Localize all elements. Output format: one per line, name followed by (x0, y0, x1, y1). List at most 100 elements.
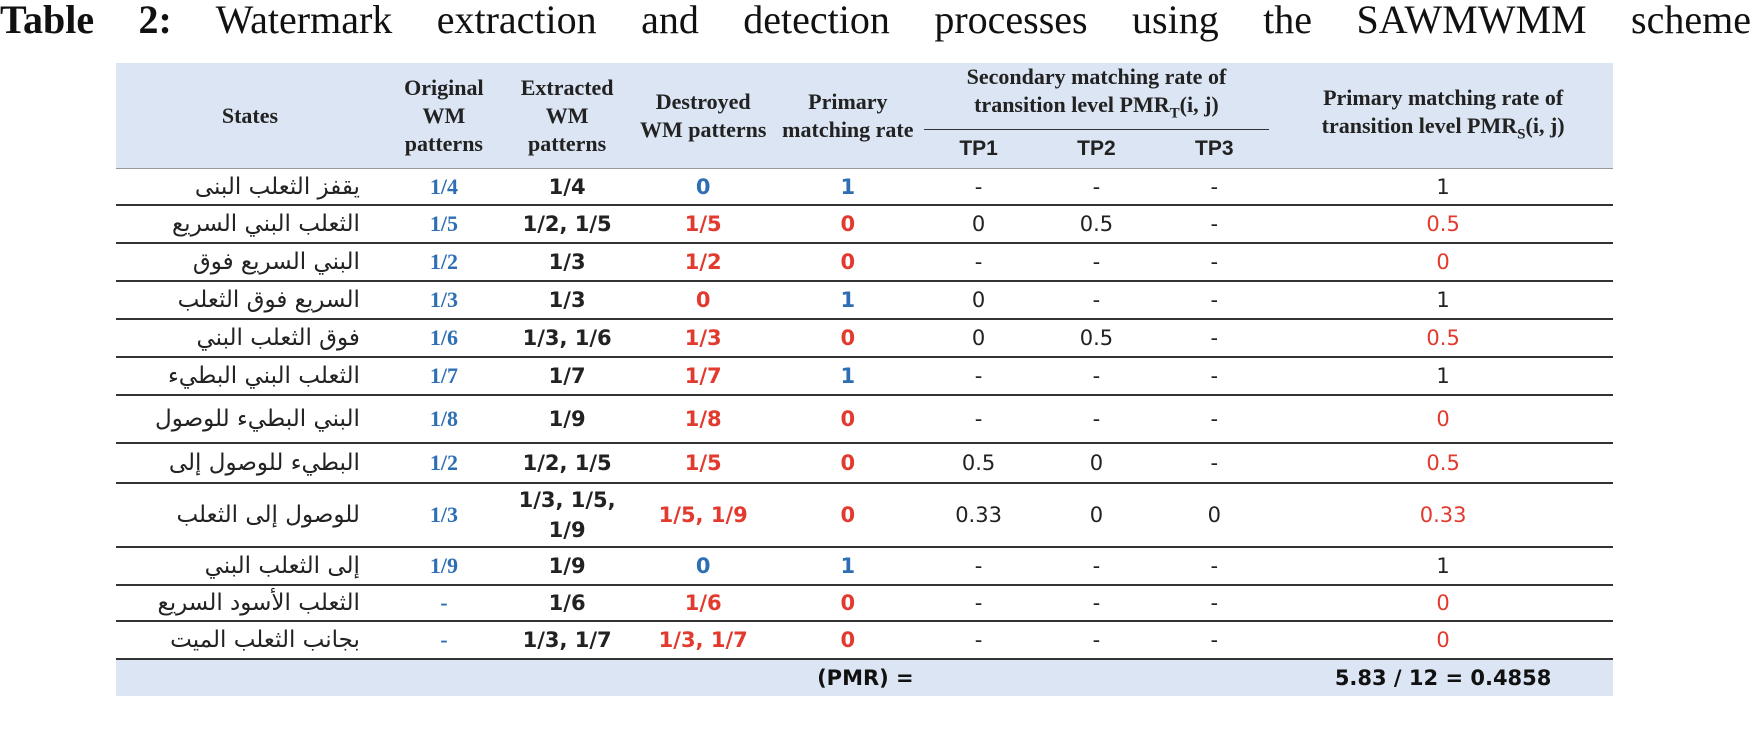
caption-label: Table 2: (0, 0, 172, 42)
destroyed-cell: 1/3, 1/7 (630, 619, 777, 659)
destroyed-cell: 1/5 (630, 441, 777, 483)
destroyed-cell: 1/6 (630, 583, 777, 621)
tp3-cell: - (1155, 583, 1274, 621)
original-cell: 1/6 (383, 317, 504, 357)
tp2-cell: - (1037, 583, 1156, 621)
header-extracted: Extracted WM patterns (520, 74, 614, 156)
tp2-cell: - (1037, 545, 1156, 585)
state-cell: يقفز الثعلب البنى (116, 168, 384, 205)
tp1-cell: - (919, 583, 1038, 621)
original-cell: 1/8 (383, 393, 504, 443)
pmr-value: 5.83 / 12 = 0.4858 (1273, 657, 1613, 696)
pmrs-cell: 1 (1273, 355, 1613, 395)
primary-cell: 0 (776, 481, 920, 547)
tp2-cell: 0.5 (1037, 317, 1156, 357)
tp1-cell: 0 (919, 279, 1038, 319)
tp1-cell: - (919, 619, 1038, 659)
primary-cell: 1 (776, 355, 920, 395)
tp1-cell: 0 (919, 203, 1038, 243)
original-cell: - (383, 583, 504, 621)
destroyed-cell: 1/8 (630, 393, 777, 443)
tp3-cell: - (1155, 317, 1274, 357)
tp2-cell: - (1037, 168, 1156, 205)
pmrs-cell: 0 (1273, 619, 1613, 659)
tp3-cell: - (1155, 393, 1274, 443)
tp2-cell: 0.5 (1037, 203, 1156, 243)
pmrs-arg: (i, j) (1525, 112, 1565, 138)
extracted-cell: 1/3, 1/6 (503, 317, 631, 357)
tp1-cell: 0 (919, 317, 1038, 357)
state-cell: للوصول إلى الثعلب (116, 481, 384, 547)
destroyed-cell: 1/7 (630, 355, 777, 395)
primary-cell: 0 (776, 619, 920, 659)
table-caption: Table 2: Watermark extraction and detect… (0, 0, 1751, 50)
extracted-cell: 1/3, 1/5, 1/9 (503, 481, 631, 547)
secondary-group-arg: (i, j) (1179, 92, 1219, 117)
table-row: البني السريع فوق 1/2 1/3 1/2 0- - -0 (116, 241, 1613, 281)
results-table: States Original WM patterns Extracted WM… (116, 63, 1613, 696)
pmrs-sub: S (1517, 125, 1526, 142)
tp2-cell: - (1037, 355, 1156, 395)
primary-cell: 0 (776, 393, 920, 443)
original-cell: 1/4 (383, 168, 504, 205)
table-row: الثعلب البني البطيء 1/7 1/7 1/7 1- - -1 (116, 355, 1613, 395)
secondary-group-label: Secondary matching rate of transition le… (966, 64, 1227, 117)
header-states: States (221, 102, 279, 128)
extracted-cell: 1/9 (503, 545, 631, 585)
tp2-cell: 0 (1037, 481, 1156, 547)
table-body: يقفز الثعلب البنى 1/4 1/4 0 1- - -1 الثعلب البن… (116, 168, 1613, 659)
header-original: Original WM patterns (404, 74, 484, 156)
original-cell: 1/3 (383, 279, 504, 319)
secondary-group-sub: T (1169, 105, 1180, 122)
primary-cell: 1 (776, 168, 920, 205)
table-row: إلى الثعلب البني 1/9 1/9 0 1- - -1 (116, 545, 1613, 585)
destroyed-cell: 1/2 (630, 241, 777, 281)
extracted-cell: 1/2, 1/5 (503, 441, 631, 483)
caption-text: Watermark extraction and detection proce… (215, 0, 1751, 42)
pmrs-cell: 1 (1273, 545, 1613, 585)
state-cell: إلى الثعلب البني (116, 545, 384, 585)
extracted-cell: 1/4 (503, 168, 631, 205)
primary-cell: 0 (776, 317, 920, 357)
pmr-spacer (919, 657, 1274, 696)
state-cell: الثعلب البني البطيء (116, 355, 384, 395)
header-secondary-group: Secondary matching rate of transition le… (920, 63, 1274, 131)
extracted-cell: 1/3 (503, 279, 631, 319)
original-cell: 1/7 (383, 355, 504, 395)
extracted-cell: 1/3 (503, 241, 631, 281)
header-destroyed: Destroyed WM patterns (639, 88, 767, 142)
tp1-cell: - (919, 393, 1038, 443)
primary-cell: 1 (776, 279, 920, 319)
state-cell: السريع فوق الثعلب (116, 279, 384, 319)
table-row: الثعلب البني السريع 1/5 1/2, 1/5 1/5 0 0 0.5-0… (116, 203, 1613, 243)
table-row: للوصول إلى الثعلب 1/3 1/3, 1/5, 1/9 1/5, 1/… (116, 481, 1613, 547)
tp3-cell: - (1155, 545, 1274, 585)
destroyed-cell: 1/5, 1/9 (630, 481, 777, 547)
table-row: يقفز الثعلب البنى 1/4 1/4 0 1- - -1 (116, 168, 1613, 205)
pmrs-cell: 0.5 (1273, 203, 1613, 243)
destroyed-cell: 0 (630, 279, 777, 319)
primary-cell: 0 (776, 441, 920, 483)
state-cell: بجانب الثعلب الميت (116, 619, 384, 659)
pmr-label: (PMR) = (116, 657, 920, 696)
state-cell: البطيء للوصول إلى (116, 441, 384, 483)
table-row: السريع فوق الثعلب 1/3 1/3 0 1 0- -1 (116, 279, 1613, 319)
pmrs-cell: 1 (1273, 168, 1613, 205)
state-cell: فوق الثعلب البني (116, 317, 384, 357)
pmrs-cell: 0.5 (1273, 317, 1613, 357)
original-cell: 1/3 (383, 481, 504, 547)
header-tp1: TP1 (959, 137, 998, 161)
header-primary: Primary matching rate (782, 88, 914, 142)
primary-cell: 1 (776, 545, 920, 585)
tp3-cell: 0 (1155, 481, 1274, 547)
table-row: بجانب الثعلب الميت -1/3, 1/7 1/3, 1/7 0- - -0 (116, 619, 1613, 659)
tp2-cell: - (1037, 393, 1156, 443)
state-cell: الثعلب الأسود السريع (116, 583, 384, 621)
tp1-cell: 0.33 (919, 481, 1038, 547)
tp3-cell: - (1155, 619, 1274, 659)
tp1-cell: - (919, 355, 1038, 395)
header-tp2: TP2 (1077, 137, 1116, 161)
state-cell: البني السريع فوق (116, 241, 384, 281)
tp3-cell: - (1155, 241, 1274, 281)
table-row: فوق الثعلب البني 1/6 1/3, 1/6 1/3 0 0 0.5-0.5 (116, 317, 1613, 357)
